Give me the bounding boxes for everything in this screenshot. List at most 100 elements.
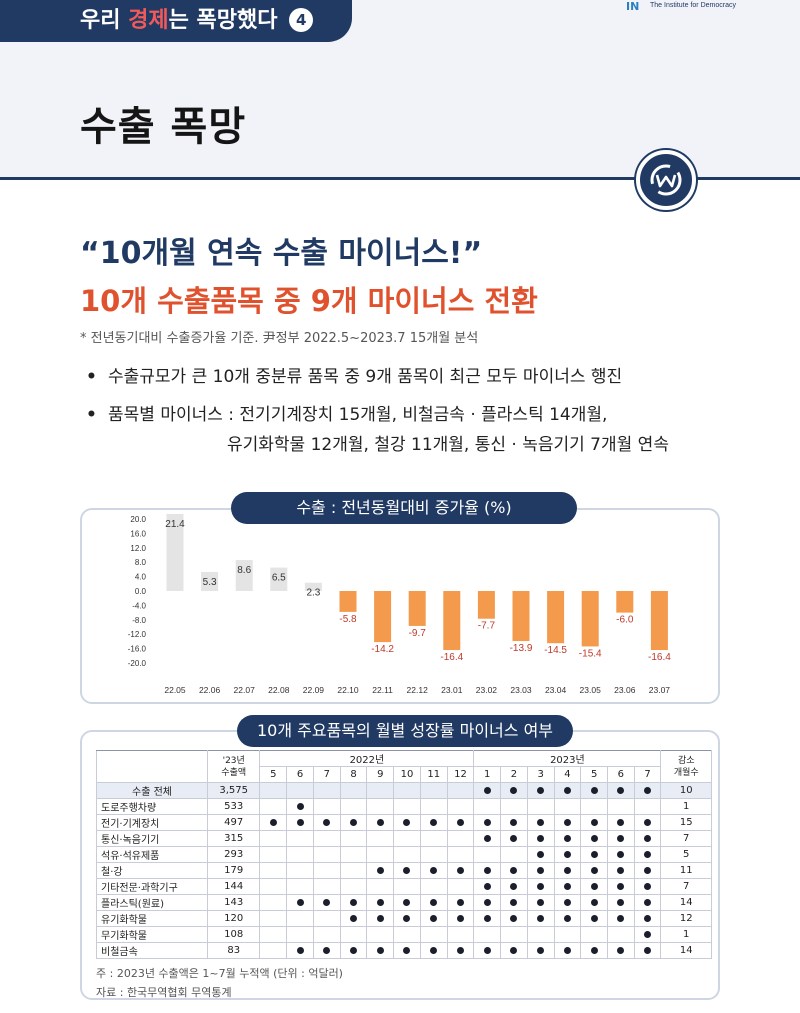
bar-value-label: -5.8 — [339, 614, 357, 625]
y-tick-label: 4.0 — [135, 573, 147, 582]
minus-dot — [483, 882, 491, 890]
minus-dot — [563, 946, 571, 954]
month-cell — [446, 862, 475, 879]
decline-count: 11 — [660, 862, 712, 879]
month-cell — [473, 782, 502, 799]
month-cell — [553, 942, 582, 959]
minus-dot — [403, 898, 411, 906]
month-cell — [259, 894, 288, 911]
table-row: 무기화학물 108 1 — [96, 926, 712, 943]
x-tick-label: 23.05 — [580, 685, 602, 695]
month-header: 11 — [419, 766, 448, 783]
month-cell — [393, 846, 421, 863]
month-cell — [580, 798, 608, 815]
month-cell — [526, 894, 555, 911]
item-name: 비철금속 — [96, 942, 208, 959]
month-cell — [500, 926, 528, 943]
item-amount: 533 — [206, 798, 261, 815]
minus-dot — [350, 898, 358, 906]
x-tick-label: 23.03 — [510, 685, 532, 695]
minus-dot — [617, 866, 625, 874]
month-cell — [473, 942, 502, 959]
month-cell — [259, 910, 288, 927]
bar-22.12 — [408, 591, 426, 626]
month-cell — [286, 814, 314, 831]
y-tick-label: 0.0 — [135, 587, 147, 596]
month-cell — [339, 830, 368, 847]
bar-23.04 — [547, 591, 565, 644]
month-cell — [500, 910, 528, 927]
bar-value-label: 6.5 — [272, 573, 286, 584]
month-header: 7 — [633, 766, 662, 783]
x-tick-label: 23.07 — [649, 685, 671, 695]
month-cell — [580, 926, 608, 943]
month-cell — [633, 814, 662, 831]
decline-count: 1 — [660, 798, 712, 815]
minus-dot — [430, 818, 438, 826]
minus-dot — [403, 946, 411, 954]
minus-dot — [510, 898, 518, 906]
minus-dot — [269, 818, 277, 826]
month-cell — [580, 862, 608, 879]
month-cell — [553, 862, 582, 879]
month-cell — [259, 830, 288, 847]
bar-23.02 — [477, 591, 495, 619]
minus-dot — [510, 914, 518, 922]
minus-dot — [563, 834, 571, 842]
x-tick-label: 23.02 — [476, 685, 498, 695]
month-cell — [526, 798, 555, 815]
month-cell — [339, 926, 368, 943]
month-cell — [286, 830, 314, 847]
minus-dot — [563, 914, 571, 922]
month-cell — [607, 830, 635, 847]
minus-dot — [590, 898, 598, 906]
month-cell — [393, 782, 421, 799]
bar-value-label: -14.5 — [544, 645, 567, 656]
x-tick-label: 22.10 — [337, 685, 359, 695]
month-cell — [553, 814, 582, 831]
headline: “10개월 연속 수출 마이너스!” — [80, 236, 483, 271]
month-header: 5 — [259, 766, 288, 783]
bar-22.08 — [270, 567, 288, 591]
month-cell — [259, 926, 288, 943]
bar-value-label: 5.3 — [203, 577, 217, 588]
y-tick-label: 12.0 — [130, 544, 146, 553]
bar-22.06 — [201, 571, 219, 591]
month-cell — [526, 878, 555, 895]
minus-dot — [510, 834, 518, 842]
minus-dot — [617, 850, 625, 858]
month-cell — [553, 878, 582, 895]
item-amount: 293 — [206, 846, 261, 863]
minus-dot — [590, 818, 598, 826]
month-header: 6 — [286, 766, 314, 783]
month-cell — [312, 926, 341, 943]
month-cell — [473, 910, 502, 927]
table-row: 전기·기계장치 497 15 — [96, 814, 712, 831]
bar-value-label: 2.3 — [306, 588, 320, 599]
bullet-2: 품목별 마이너스 : 전기기계장치 15개월, 비철금속 · 플라스틱 14개월… — [86, 400, 669, 430]
year-2022-header: 2022년 — [259, 750, 475, 767]
table-footnote-source: 자료 : 한국무역협회 무역통계 — [96, 986, 232, 999]
month-cell — [633, 798, 662, 815]
month-cell — [473, 926, 502, 943]
month-cell — [286, 878, 314, 895]
month-cell — [312, 814, 341, 831]
month-cell — [366, 942, 395, 959]
bar-value-label: -16.4 — [648, 652, 671, 663]
bar-23.06 — [616, 591, 634, 613]
won-exchange-icon — [636, 150, 696, 210]
month-cell — [419, 830, 448, 847]
minus-dot — [430, 914, 438, 922]
bar-22.09 — [304, 582, 322, 591]
minus-dot — [483, 786, 491, 794]
decline-count: 12 — [660, 910, 712, 927]
month-cell — [312, 878, 341, 895]
table-row: 기타전문·과학기구 144 7 — [96, 878, 712, 895]
bar-22.05 — [166, 513, 184, 591]
month-cell — [633, 846, 662, 863]
item-name: 도로주행차량 — [96, 798, 208, 815]
month-cell — [500, 782, 528, 799]
month-cell — [286, 894, 314, 911]
month-cell — [339, 894, 368, 911]
minus-dot — [644, 786, 652, 794]
